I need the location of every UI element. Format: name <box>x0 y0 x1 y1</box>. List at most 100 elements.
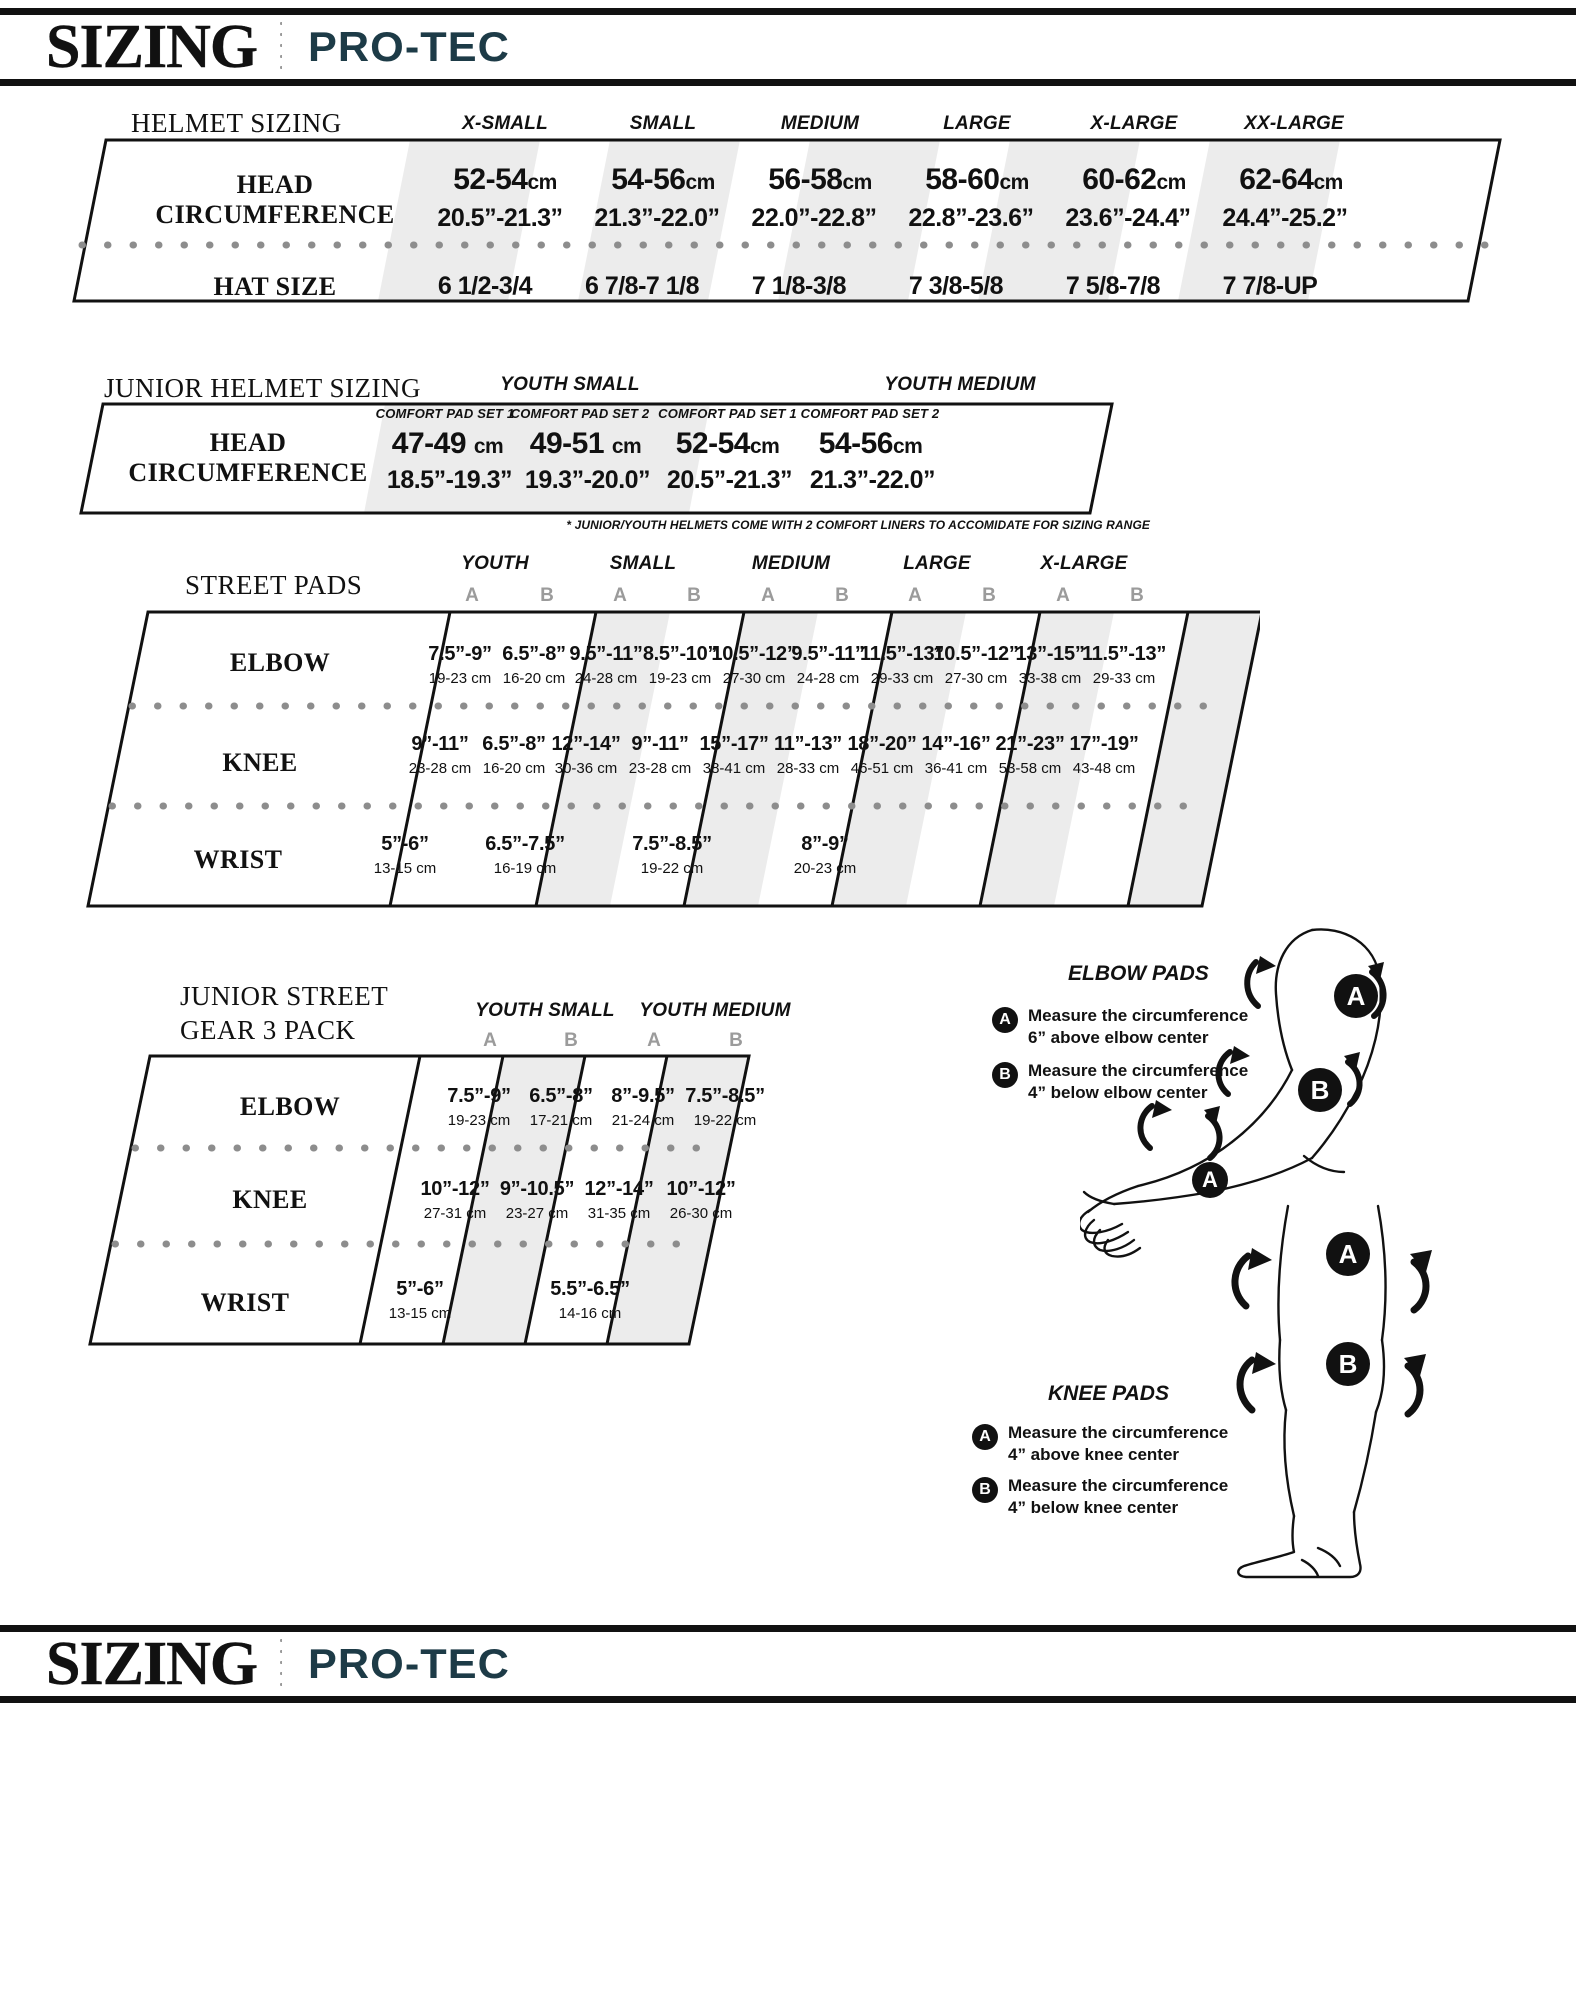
banner-dot-divider <box>279 18 283 76</box>
helmet-head-cm-5: 62-64cm <box>1239 163 1343 196</box>
knee-legend-text-0: Measure the circumference 4” above knee … <box>1008 1423 1229 1464</box>
helmet-row-label-0: HEAD CIRCUMFERENCE <box>155 170 395 229</box>
junior-gear-knee-cm-2: 31-35 cm <box>587 1205 651 1222</box>
street-knee-cm-8: 53-58 cm <box>998 760 1062 777</box>
junior-gear-knee-cm-0: 27-31 cm <box>423 1205 487 1222</box>
street-elbow-in-8: 13”-15” <box>1015 643 1085 665</box>
badge-a-icon: A <box>972 1424 998 1450</box>
brand-logo-pro-tec: PRO-TEC <box>308 23 510 70</box>
street-elbow-in-7: 10.5”-12” <box>933 643 1019 665</box>
junior-gear-elbow-in-3: 7.5”-8.5” <box>685 1085 765 1107</box>
junior-pad-set-2: COMFORT PAD SET 1 <box>658 406 797 421</box>
junior-pad-set-0: COMFORT PAD SET 1 <box>375 406 515 421</box>
street-knee-cm-9: 43-48 cm <box>1072 760 1136 777</box>
street-ab-2: A <box>613 585 627 606</box>
helmet-head-cm-4: 60-62cm <box>1082 163 1186 196</box>
knee-legend-item-1: B Measure the circumference 4” below kne… <box>972 1475 1272 1519</box>
street-ab-4: A <box>761 585 775 606</box>
helmet-head-cm-0: 52-54cm <box>453 163 557 196</box>
street-knee-in-3: 9”-11” <box>631 733 689 755</box>
street-ab-5: B <box>835 585 849 606</box>
street-ab-0: A <box>465 585 479 606</box>
street-knee-cm-3: 23-28 cm <box>628 760 692 777</box>
junior-gear-knee-cm-3: 26-30 cm <box>669 1205 733 1222</box>
helmet-hat-2: 7 1/8-3/8 <box>751 272 847 300</box>
street-knee-in-1: 6.5”-8” <box>482 733 546 755</box>
street-group-head-0: YOUTH <box>461 553 529 574</box>
junior-gear-elbow-in-2: 8”-9.5” <box>611 1085 675 1107</box>
junior-helmet-row-label: HEAD CIRCUMFERENCE <box>128 428 368 487</box>
junior-helmet-title: JUNIOR HELMET SIZING <box>104 373 421 403</box>
junior-gear-elbow-cm-0: 19-23 cm <box>447 1112 511 1129</box>
helmet-hat-0: 6 1/2-3/4 <box>437 272 533 300</box>
street-knee-in-0: 9”-11” <box>411 733 469 755</box>
street-wrist-cm-0: 13-15 cm <box>373 860 437 877</box>
street-ab-7: B <box>982 585 996 606</box>
helmet-table-frame <box>72 138 1502 303</box>
street-wrist-in-6: 8”-9” <box>801 833 849 855</box>
helmet-sizing-title: HELMET SIZING <box>131 108 342 138</box>
street-knee-cm-4: 38-41 cm <box>702 760 766 777</box>
knee-pads-diagram-title: KNEE PADS <box>1048 1382 1169 1405</box>
helmet-hat-3: 7 3/8-5/8 <box>908 272 1004 300</box>
street-elbow-in-1: 6.5”-8” <box>502 643 566 665</box>
knee-legend-text-1: Measure the circumference 4” below knee … <box>1008 1476 1229 1517</box>
junior-head-cm-1: 49-51 cm <box>529 427 642 460</box>
street-elbow-in-2: 9.5”-11” <box>569 643 643 665</box>
junior-gear-elbow-cm-1: 17-21 cm <box>529 1112 593 1129</box>
helmet-hat-4: 7 5/8-7/8 <box>1065 272 1161 300</box>
badge-b-icon: B <box>992 1062 1018 1088</box>
knee-marker-b-icon: B <box>1326 1342 1370 1386</box>
junior-head-in-2: 20.5”-21.3” <box>666 466 793 494</box>
junior-head-in-0: 18.5”-19.3” <box>386 466 513 494</box>
street-row-label-1: KNEE <box>222 748 298 777</box>
elbow-marker-b-icon: B <box>1298 1068 1342 1112</box>
street-group-head-4: X-LARGE <box>1040 553 1128 574</box>
knee-legend-item-0: A Measure the circumference 4” above kne… <box>972 1422 1272 1466</box>
junior-pad-set-3: COMFORT PAD SET 2 <box>800 406 940 421</box>
junior-gear-wrist-cm-0: 13-15 cm <box>388 1305 452 1322</box>
helmet-head-in-0: 20.5”-21.3” <box>437 204 563 232</box>
junior-gear-group-0: YOUTH SMALL <box>475 1000 615 1021</box>
street-knee-in-6: 18”-20” <box>847 733 917 755</box>
street-knee-in-2: 12”-14” <box>551 733 621 755</box>
junior-gear-knee-in-2: 12”-14” <box>584 1178 654 1200</box>
helmet-head-in-1: 21.3”-22.0” <box>594 204 720 232</box>
arm-illustration <box>1080 928 1387 1258</box>
street-elbow-cm-9: 29-33 cm <box>1092 670 1156 687</box>
street-wrist-cm-2: 16-19 cm <box>493 860 557 877</box>
junior-gear-wrist-in-2: 5.5”-6.5” <box>550 1278 630 1300</box>
junior-gear-knee-in-1: 9”-10.5” <box>499 1178 575 1200</box>
helmet-row-label-1: HAT SIZE <box>213 272 337 301</box>
street-elbow-cm-1: 16-20 cm <box>502 670 566 687</box>
street-wrist-cm-6: 20-23 cm <box>793 860 857 877</box>
header-banner: SIZING PRO-TEC <box>0 8 1576 86</box>
junior-gear-wrist-in-0: 5”-6” <box>396 1278 444 1300</box>
leg-illustration <box>1231 1204 1432 1579</box>
street-group-head-2: MEDIUM <box>751 553 831 574</box>
helmet-col-head-5: XX-LARGE <box>1244 113 1344 134</box>
street-elbow-cm-4: 27-30 cm <box>722 670 786 687</box>
footer-banner: SIZING PRO-TEC <box>0 1625 1576 1703</box>
street-knee-cm-1: 16-20 cm <box>482 760 546 777</box>
street-elbow-in-9: 11.5”-13” <box>1081 643 1167 665</box>
junior-gear-row-label-1: KNEE <box>232 1185 308 1214</box>
street-ab-3: B <box>687 585 701 606</box>
junior-gear-knee-cm-1: 23-27 cm <box>505 1205 569 1222</box>
elbow-marker-a-icon: A <box>1334 974 1378 1018</box>
street-pads-table-frame <box>86 610 1260 908</box>
street-elbow-in-0: 7.5”-9” <box>428 643 492 665</box>
helmet-col-head-3: LARGE <box>943 113 1011 134</box>
junior-head-cm-0: 47-49 cm <box>391 427 504 460</box>
street-knee-in-7: 14”-16” <box>921 733 991 755</box>
street-elbow-cm-8: 33-38 cm <box>1018 670 1082 687</box>
helmet-row-divider <box>78 241 1496 249</box>
junior-pad-set-1: COMFORT PAD SET 2 <box>510 406 650 421</box>
street-wrist-in-2: 6.5”-7.5” <box>485 833 565 855</box>
helmet-head-in-4: 23.6”-24.4” <box>1065 204 1191 232</box>
helmet-head-cm-3: 58-60cm <box>925 163 1029 196</box>
junior-gear-wrist-cm-2: 14-16 cm <box>558 1305 622 1322</box>
knee-marker-a-icon: A <box>1326 1232 1370 1276</box>
street-elbow-cm-6: 29-33 cm <box>870 670 934 687</box>
junior-gear-elbow-in-0: 7.5”-9” <box>447 1085 511 1107</box>
